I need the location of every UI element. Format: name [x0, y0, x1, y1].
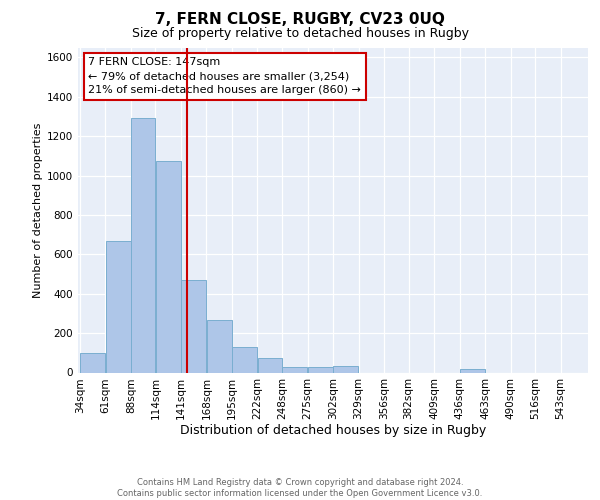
Bar	[106, 240, 131, 372]
Bar	[282, 366, 307, 372]
Bar	[460, 368, 485, 372]
Text: Size of property relative to detached houses in Rugby: Size of property relative to detached ho…	[131, 28, 469, 40]
Bar	[232, 347, 257, 372]
Bar	[333, 366, 358, 372]
Text: 7 FERN CLOSE: 147sqm
← 79% of detached houses are smaller (3,254)
21% of semi-de: 7 FERN CLOSE: 147sqm ← 79% of detached h…	[88, 57, 361, 95]
Bar	[80, 353, 105, 372]
Bar	[257, 358, 282, 372]
Bar	[155, 161, 181, 372]
Bar	[131, 118, 155, 372]
Bar	[181, 280, 206, 372]
Y-axis label: Number of detached properties: Number of detached properties	[33, 122, 43, 298]
X-axis label: Distribution of detached houses by size in Rugby: Distribution of detached houses by size …	[180, 424, 486, 436]
Text: 7, FERN CLOSE, RUGBY, CV23 0UQ: 7, FERN CLOSE, RUGBY, CV23 0UQ	[155, 12, 445, 28]
Text: Contains HM Land Registry data © Crown copyright and database right 2024.
Contai: Contains HM Land Registry data © Crown c…	[118, 478, 482, 498]
Bar	[308, 366, 333, 372]
Bar	[206, 320, 232, 372]
